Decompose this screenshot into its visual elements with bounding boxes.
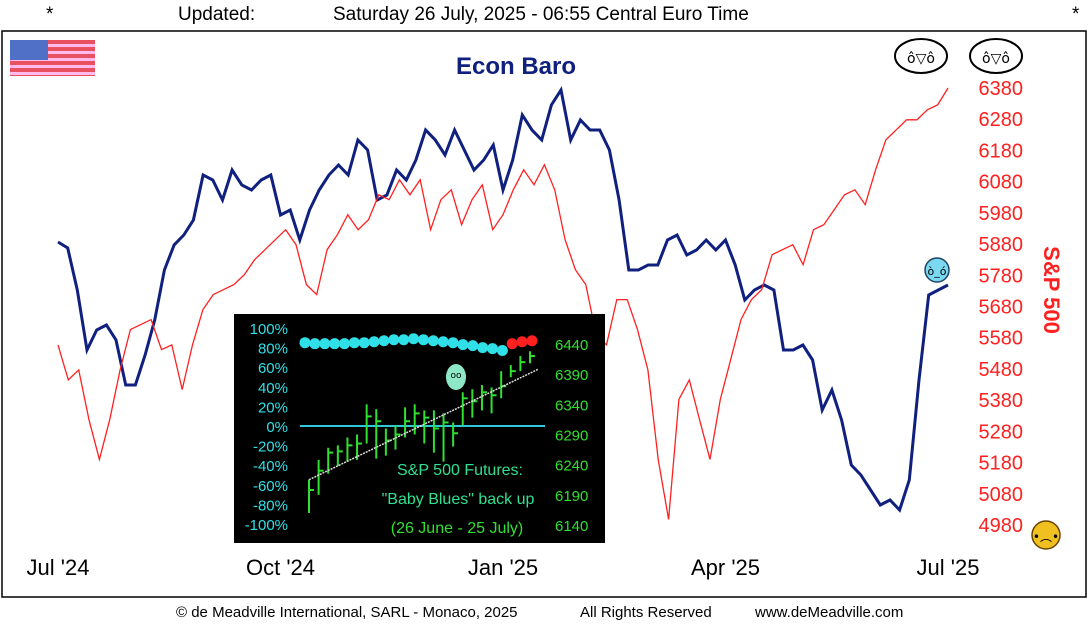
- right-axis-label: S&P 500: [1039, 246, 1064, 334]
- footer-copyright: © de Meadville International, SARL - Mon…: [176, 604, 518, 621]
- baby-blues-dot: [338, 338, 350, 350]
- baby-blues-dot-recent: [526, 335, 538, 347]
- baby-blues-dot: [417, 334, 429, 346]
- baby-blues-dot: [477, 342, 489, 354]
- svg-text:•︵•: •︵•: [1033, 530, 1059, 544]
- svg-text:ò_ó: ò_ó: [928, 265, 947, 278]
- inset-right-tick: 6190: [555, 488, 588, 505]
- right-tick-label: 6280: [979, 109, 1024, 131]
- inset-left-tick: 100%: [250, 321, 288, 338]
- x-tick-label: Jul '24: [27, 555, 90, 580]
- baby-blues-dot: [348, 337, 360, 349]
- inset-background: [234, 314, 605, 543]
- happy-face-icon-2: ô▽ô: [969, 38, 1023, 74]
- baby-face-icon: oo: [446, 364, 466, 390]
- svg-text:ô▽ô: ô▽ô: [982, 51, 1010, 67]
- right-tick-label: 4980: [979, 515, 1024, 537]
- right-tick-label: 5880: [979, 234, 1024, 256]
- x-tick-label: Apr '25: [691, 555, 760, 580]
- x-tick-label: Jan '25: [468, 555, 538, 580]
- baby-blues-dot: [378, 335, 390, 347]
- inset-left-tick: -20%: [253, 439, 288, 456]
- inset-subtitle: "Baby Blues" back up: [382, 491, 535, 508]
- right-tick-label: 5480: [979, 359, 1024, 381]
- svg-text:ô▽ô: ô▽ô: [907, 51, 935, 67]
- inset-left-tick: 20%: [258, 399, 288, 416]
- baby-blues-dot: [368, 336, 380, 348]
- header-star-left: *: [46, 4, 54, 25]
- baby-blues-dot: [329, 338, 341, 350]
- inset-futures-chart: 100% 80% 60% 40% 20% 0% -20% -40% -60% -80% -100% 6…: [234, 314, 605, 543]
- baby-blues-dot: [319, 338, 331, 350]
- x-tick-label: Jul '25: [917, 555, 980, 580]
- inset-date-range: (26 June - 25 July): [391, 520, 524, 537]
- chart-title: Econ Baro: [456, 53, 576, 80]
- footer-website-link[interactable]: www.deMeadville.com: [755, 604, 904, 621]
- worried-blue-face-icon: ò_ó: [924, 257, 950, 283]
- econ-baro-line: [57, 86, 949, 513]
- right-tick-label: 5280: [979, 421, 1024, 443]
- inset-right-tick: 6440: [555, 337, 588, 354]
- inset-left-tick: 60%: [258, 360, 288, 377]
- inset-right-tick: 6240: [555, 458, 588, 475]
- right-tick-label: 5680: [979, 297, 1024, 319]
- baby-blues-dot-recent: [516, 336, 528, 348]
- inset-right-tick: 6140: [555, 518, 588, 535]
- baby-blues-dot: [408, 333, 420, 345]
- right-tick-label: 5380: [979, 390, 1024, 412]
- updated-timestamp: Saturday 26 July, 2025 - 06:55 Central E…: [333, 4, 749, 25]
- baby-blues-dot: [358, 337, 370, 349]
- inset-title: S&P 500 Futures:: [397, 462, 523, 479]
- footer-rights: All Rights Reserved: [580, 604, 712, 621]
- inset-left-tick: 80%: [258, 341, 288, 358]
- inset-right-tick: 6390: [555, 367, 588, 384]
- baby-blues-dot: [388, 334, 400, 346]
- right-tick-label: 5180: [979, 453, 1024, 475]
- baby-blues-dot: [457, 339, 469, 351]
- baby-blues-dot: [496, 345, 508, 357]
- x-tick-label: Oct '24: [246, 555, 315, 580]
- inset-left-tick: -40%: [253, 458, 288, 475]
- baby-blues-dot: [309, 338, 321, 350]
- baby-blues-dot: [427, 335, 439, 347]
- us-flag-icon: [10, 40, 95, 76]
- inset-left-tick: 0%: [266, 419, 288, 436]
- right-tick-label: 5080: [979, 484, 1024, 506]
- baby-blues-dot: [437, 336, 449, 348]
- happy-face-icon: ô▽ô: [894, 38, 948, 74]
- header-star-right: *: [1072, 4, 1080, 25]
- inset-right-tick: 6340: [555, 397, 588, 414]
- baby-blues-dot: [487, 343, 499, 355]
- right-tick-label: 5580: [979, 328, 1024, 350]
- inset-left-tick: 40%: [258, 380, 288, 397]
- baby-blues-dot: [398, 334, 410, 346]
- sad-yellow-face-icon: •︵•: [1031, 520, 1061, 550]
- inset-left-tick: -100%: [245, 517, 288, 534]
- trend-line: [308, 368, 539, 481]
- baby-blues-dot-recent: [506, 338, 518, 350]
- sp500-line: [57, 87, 949, 520]
- svg-text:oo: oo: [450, 371, 462, 381]
- right-tick-label: 5980: [979, 203, 1024, 225]
- baby-blues-dot: [299, 337, 311, 349]
- right-tick-label: 6180: [979, 140, 1024, 162]
- inset-left-tick: -80%: [253, 497, 288, 514]
- right-tick-label: 6380: [979, 78, 1024, 100]
- inset-right-tick: 6290: [555, 428, 588, 445]
- inset-left-tick: -60%: [253, 478, 288, 495]
- baby-blues-dot: [467, 340, 479, 352]
- right-tick-label: 6080: [979, 172, 1024, 194]
- baby-blues-dot: [447, 337, 459, 349]
- updated-label: Updated:: [178, 4, 256, 25]
- right-tick-label: 5780: [979, 265, 1024, 287]
